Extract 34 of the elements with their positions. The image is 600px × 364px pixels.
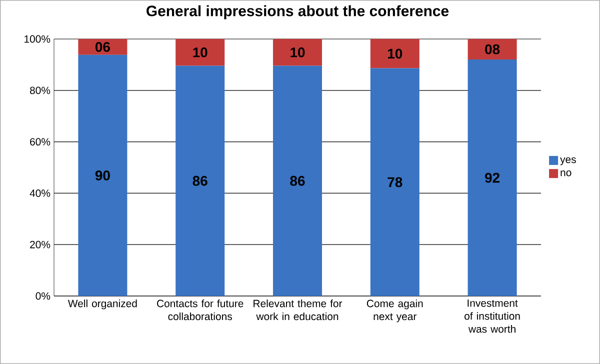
bar [273, 66, 322, 296]
bar [273, 38, 322, 66]
annotation: 86 [192, 176, 208, 186]
chart-title: General impressions about the conference [146, 5, 449, 20]
x-tick-label: Relevant theme for work in education [254, 300, 342, 320]
annotation: 78 [388, 177, 402, 188]
x-tick-label: Contacts for future collaborations [157, 300, 244, 320]
annotation: 08 [485, 44, 500, 54]
y-tick-label: 100% [24, 35, 50, 43]
annotation: 92 [485, 172, 500, 183]
legend-label: no [560, 170, 572, 176]
annotation: 90 [95, 170, 110, 180]
annotation: 10 [193, 47, 208, 58]
x-tick-label: Come again next year [366, 300, 423, 322]
y-tick-label: 80% [30, 86, 50, 94]
bar [468, 60, 517, 296]
bar [176, 66, 225, 296]
bar [468, 38, 517, 60]
bar [370, 68, 420, 296]
annotation: 06 [95, 42, 110, 52]
annotation: 10 [388, 48, 402, 59]
bar [78, 54, 128, 296]
y-tick-label: 40% [30, 190, 50, 197]
bar [176, 38, 225, 66]
y-tick-label: 0% [36, 292, 50, 300]
annotation: 10 [290, 47, 305, 58]
bar [78, 38, 128, 55]
legend-label: yes [560, 157, 576, 166]
bar [370, 38, 420, 68]
y-tick-label: 60% [30, 138, 50, 146]
annotation: 86 [290, 176, 305, 186]
x-tick-label: Investment of institution was worth [464, 300, 520, 333]
x-tick-label: Well organized [68, 300, 137, 310]
y-tick-label: 20% [30, 240, 50, 248]
